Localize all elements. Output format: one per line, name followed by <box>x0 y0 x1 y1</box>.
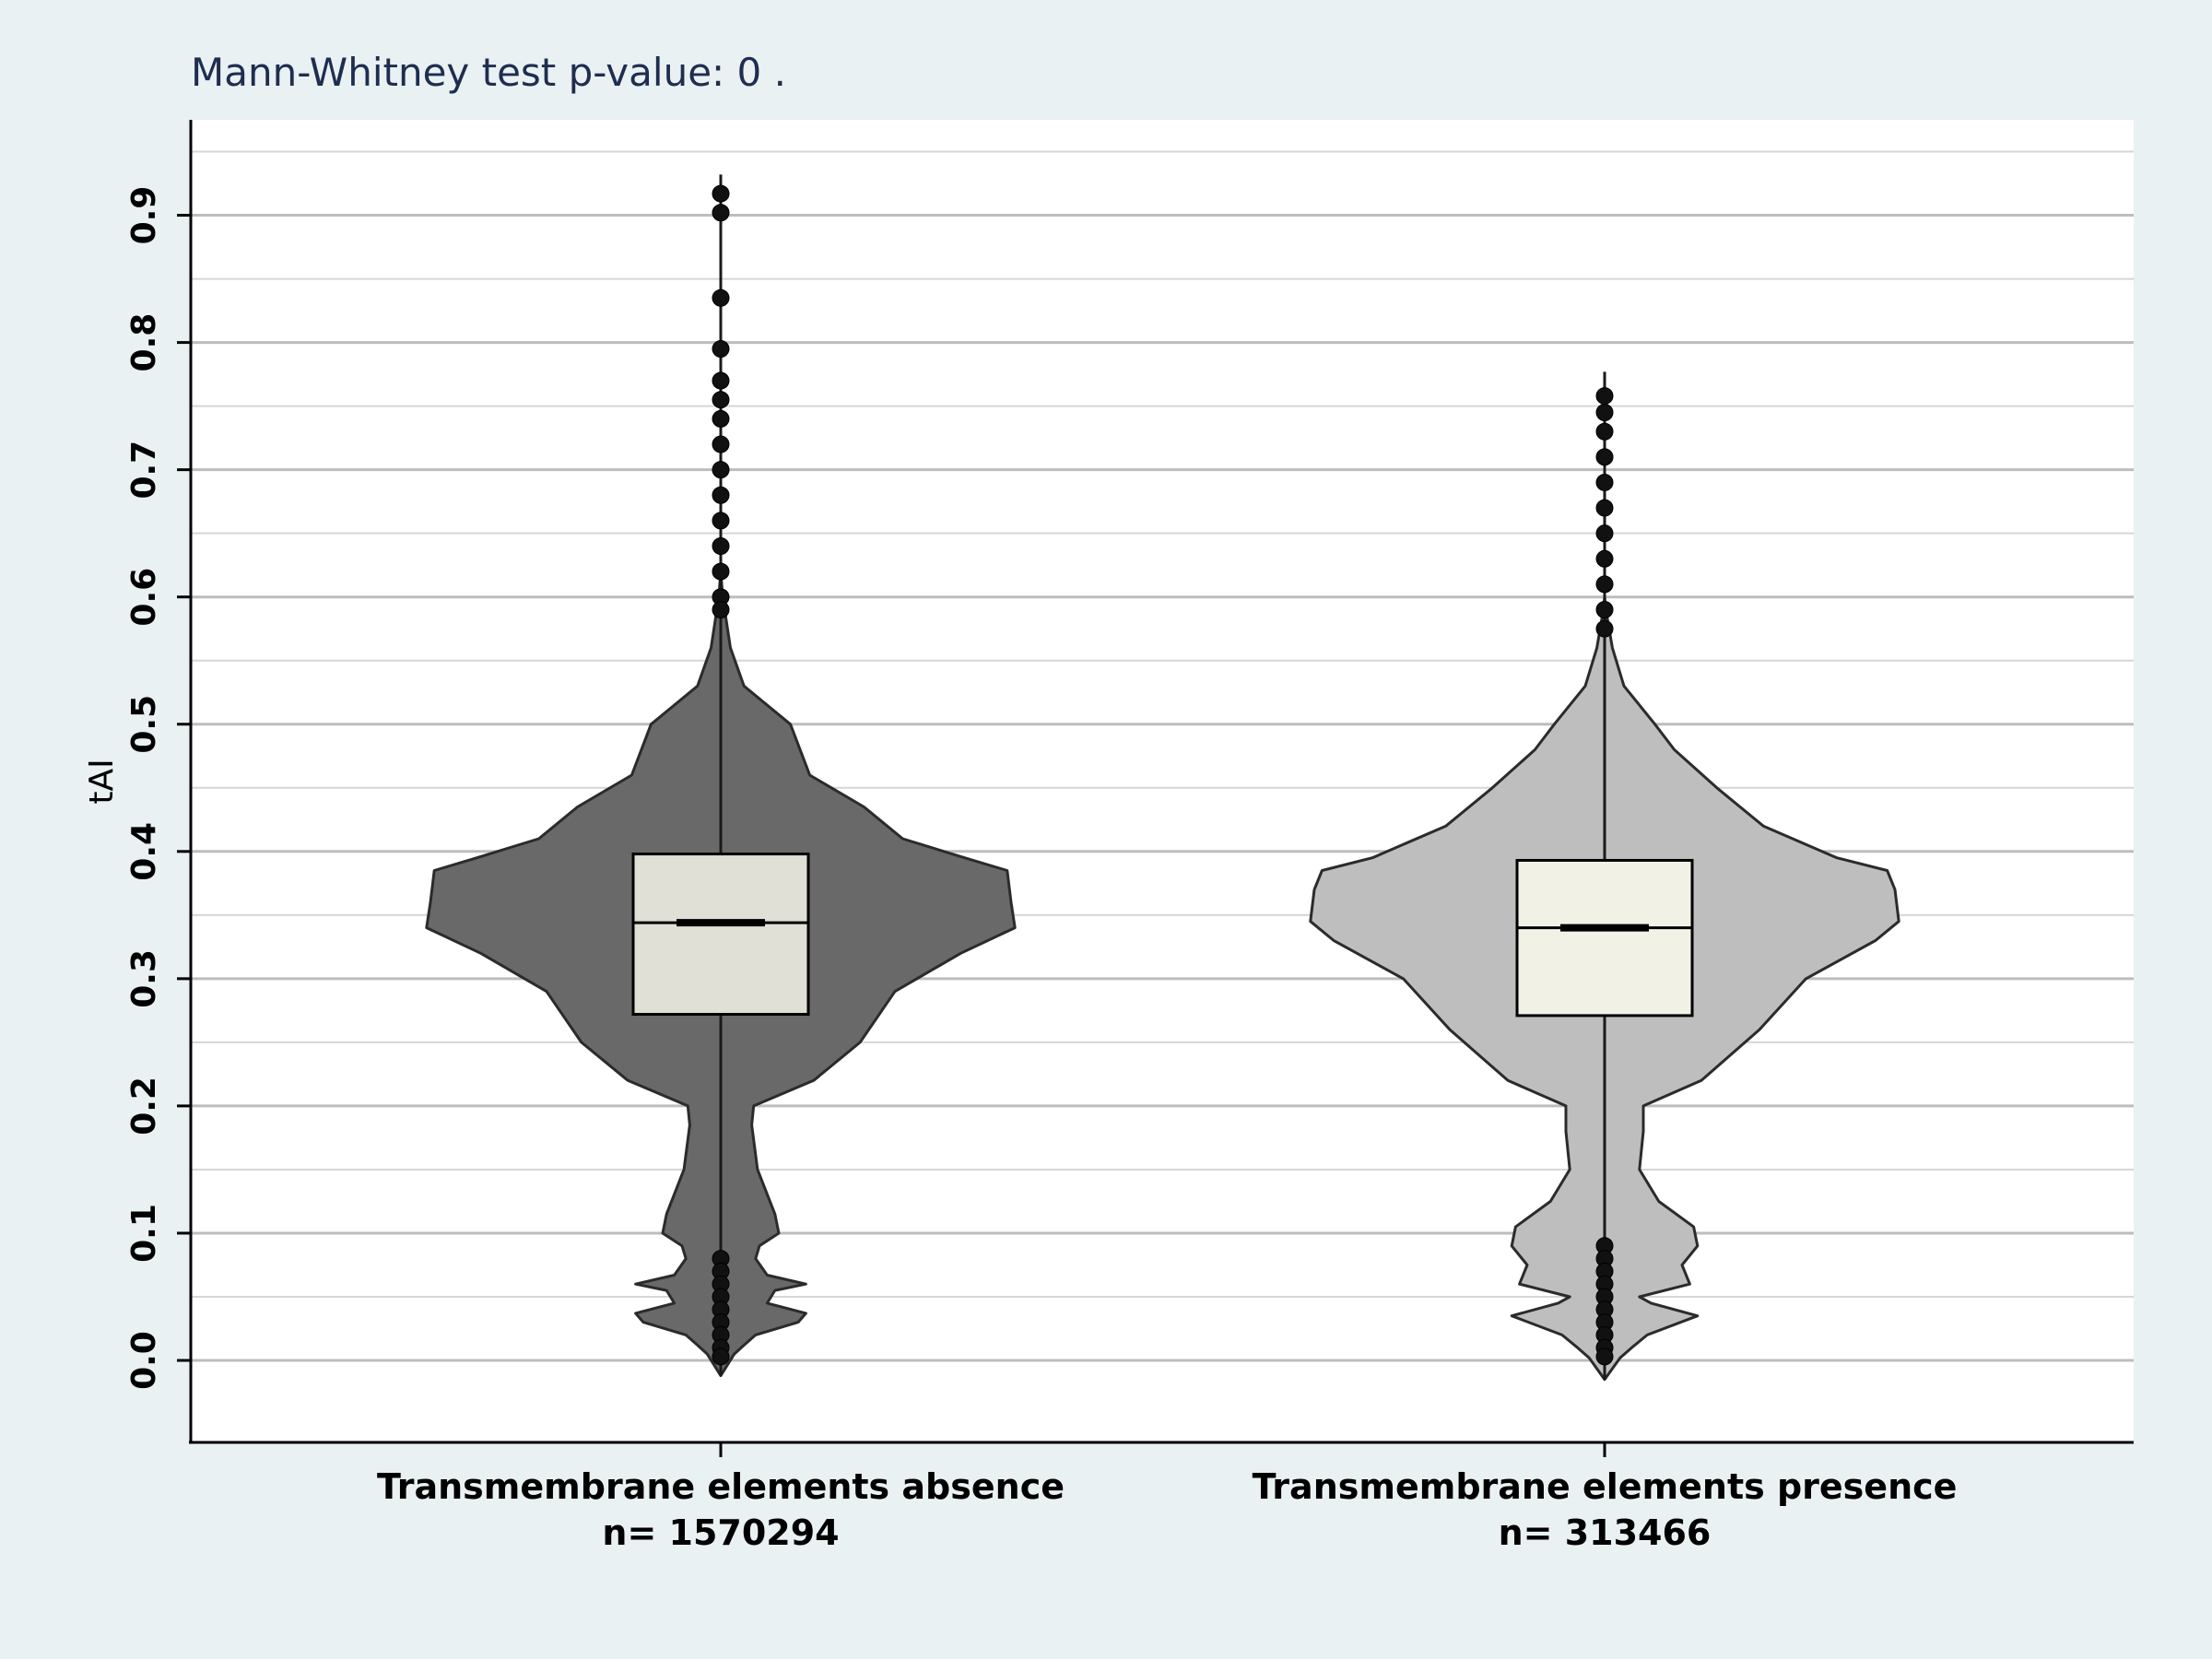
outlier-point <box>1595 404 1614 422</box>
outlier-point <box>712 371 730 390</box>
outlier-point <box>712 486 730 504</box>
y-tick-label: 0.0 <box>125 1331 163 1390</box>
outlier-point <box>712 512 730 530</box>
y-tick-label: 0.7 <box>125 441 163 500</box>
y-axis-label: tAI <box>83 759 121 804</box>
x-tick-label: Transmembrane elements absence <box>377 1466 1065 1507</box>
y-ticks: 0.0 0.1 0.2 0.3 0.4 0.5 0.6 0.7 0.8 0.9 <box>125 186 191 1390</box>
chart-title: Mann-Whitney test p-value: 0 . <box>191 50 786 95</box>
outlier-point <box>712 391 730 409</box>
y-tick-label: 0.8 <box>125 313 163 372</box>
x-tick-count-label: n= 1570294 <box>602 1512 839 1553</box>
x-ticks: Transmembrane elements absence n= 1570294… <box>377 1442 1957 1553</box>
median-notch <box>1560 924 1649 932</box>
y-tick-label: 0.4 <box>125 822 163 881</box>
outlier-point <box>712 409 730 428</box>
outlier-point <box>1595 473 1614 491</box>
outlier-point <box>1595 619 1614 638</box>
axes <box>189 120 2134 1444</box>
boxplots <box>631 174 1694 1380</box>
outlier-point <box>1595 448 1614 466</box>
outlier-point <box>712 288 730 307</box>
outlier-point <box>1595 601 1614 619</box>
median-notch <box>677 919 765 927</box>
outlier-point <box>712 435 730 453</box>
outlier-point <box>712 536 730 555</box>
outlier-point <box>1595 422 1614 441</box>
outlier-point <box>1595 524 1614 543</box>
outlier-point <box>712 562 730 581</box>
outlier-point <box>712 184 730 203</box>
outlier-point <box>1595 499 1614 517</box>
y-tick-label: 0.6 <box>125 568 163 627</box>
outlier-point <box>712 601 730 619</box>
y-tick-label: 0.5 <box>125 695 163 754</box>
outlier-point <box>712 1347 730 1366</box>
y-tick-label: 0.2 <box>125 1077 163 1135</box>
x-tick-count-label: n= 313466 <box>1499 1512 1712 1553</box>
box-iqr <box>631 853 810 1017</box>
y-tick-label: 0.3 <box>125 949 163 1008</box>
outlier-point <box>712 461 730 479</box>
outlier-point <box>1595 1347 1614 1366</box>
plot-background <box>191 120 2134 1441</box>
x-tick-label: Transmembrane elements presence <box>1253 1466 1958 1507</box>
box-iqr <box>1515 858 1694 1018</box>
outlier-point <box>1595 549 1614 568</box>
outlier-point <box>1595 575 1614 594</box>
outlier-point <box>712 204 730 222</box>
outlier-point <box>712 339 730 358</box>
y-tick-label: 0.1 <box>125 1204 163 1263</box>
y-tick-label: 0.9 <box>125 186 163 245</box>
outlier-point <box>1595 387 1614 406</box>
